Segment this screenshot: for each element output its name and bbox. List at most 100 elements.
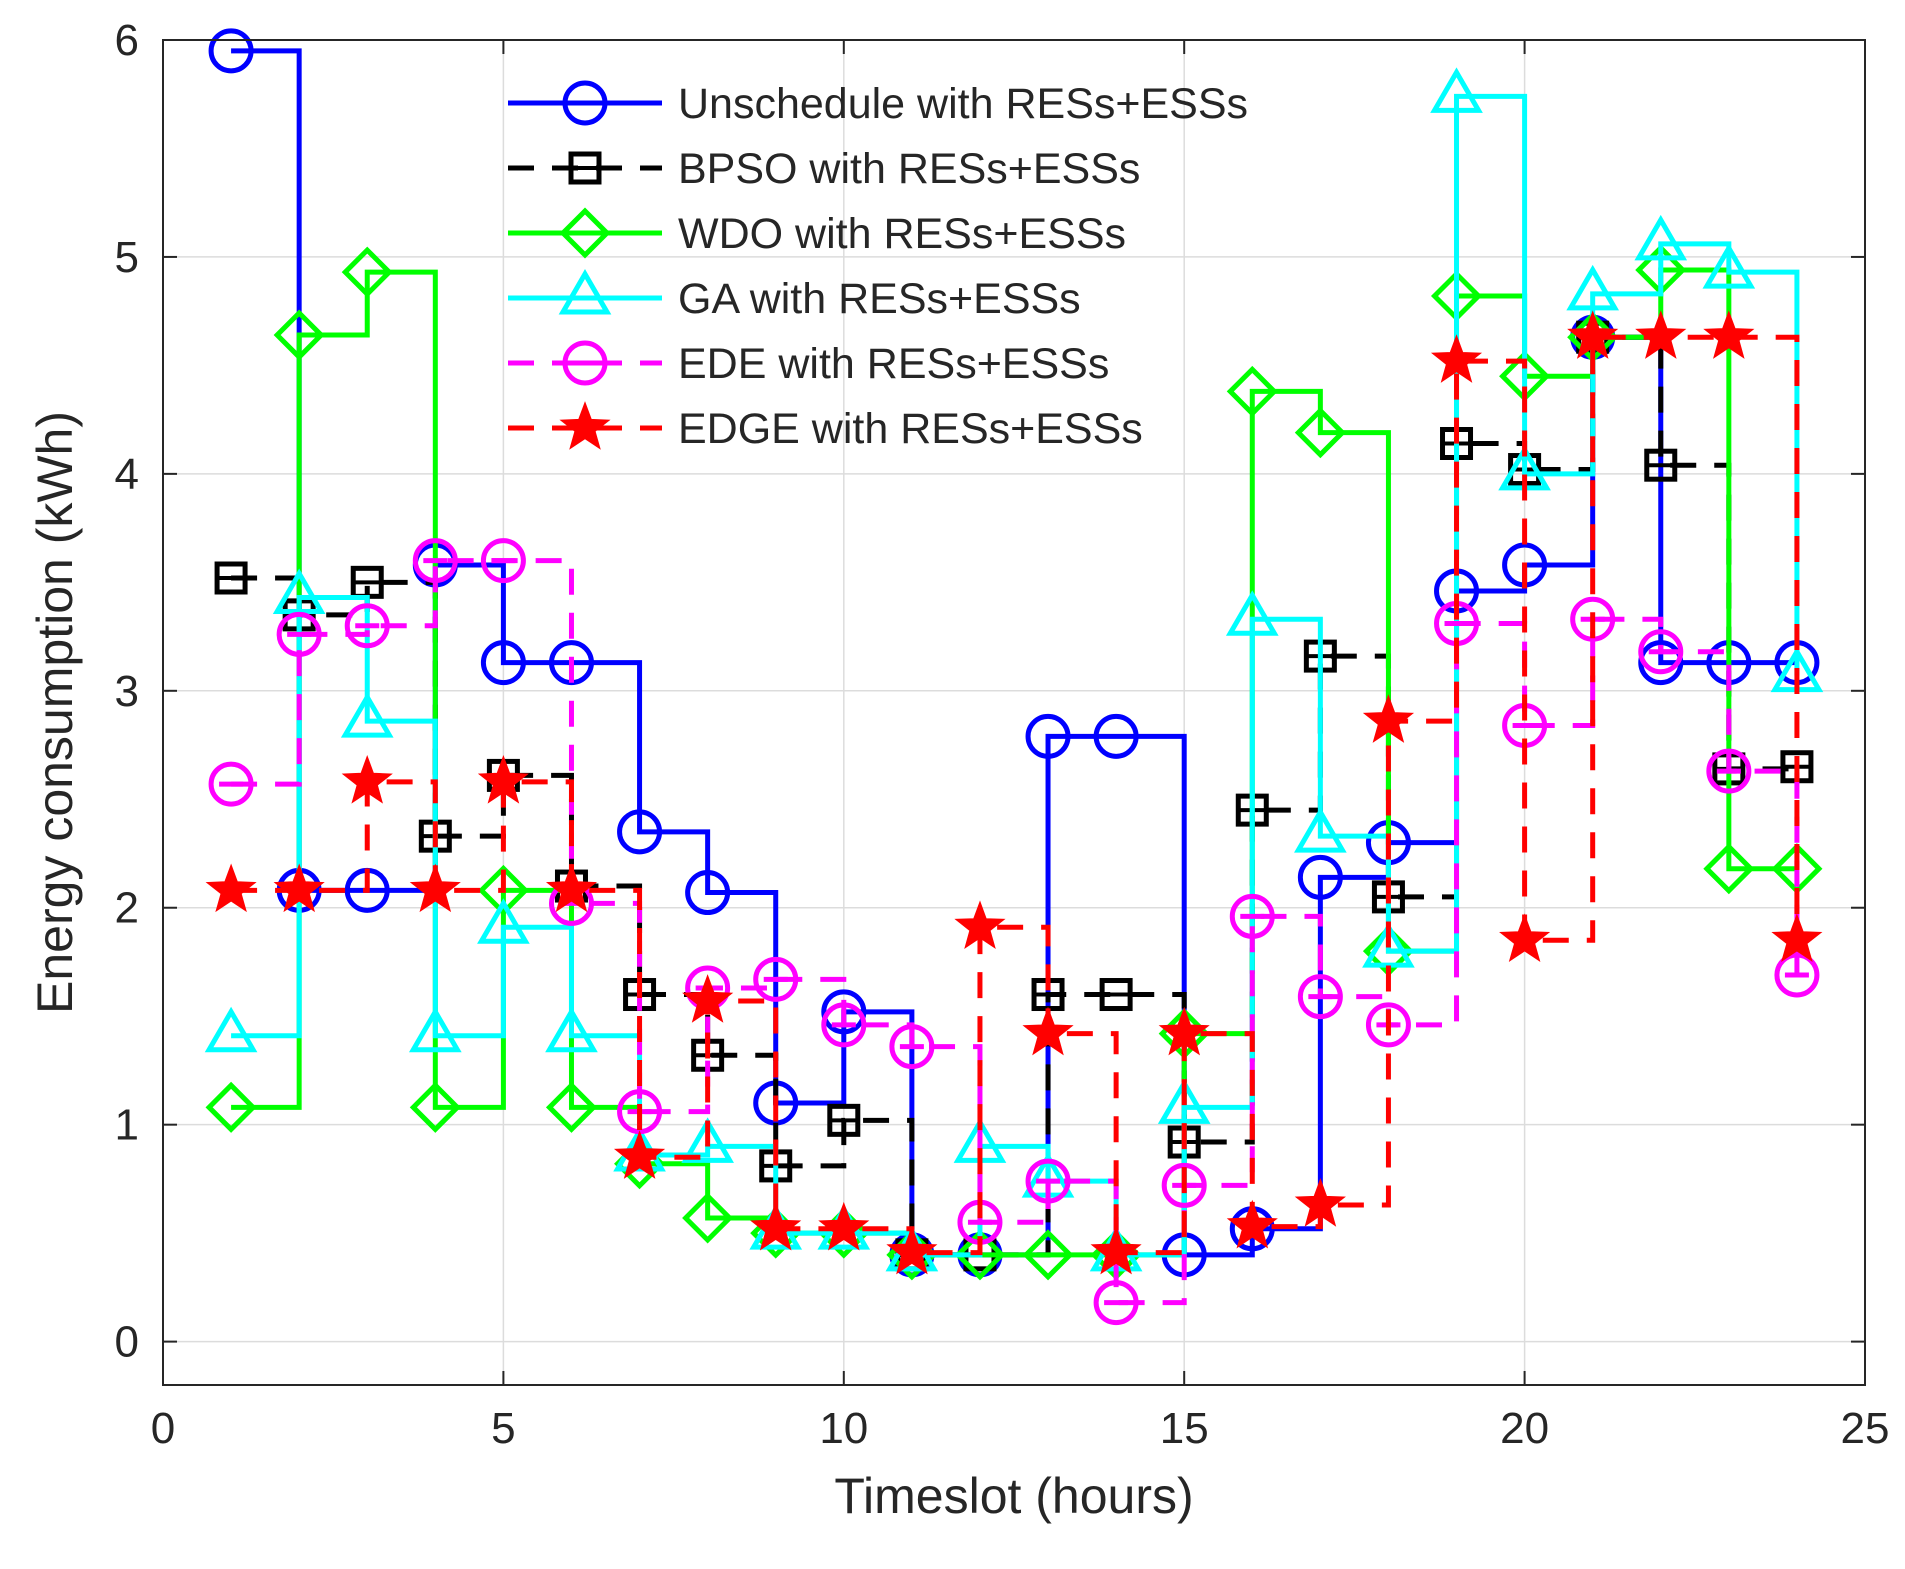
data-point bbox=[1362, 694, 1415, 743]
y-tick-label: 4 bbox=[115, 450, 139, 499]
legend-marker bbox=[559, 401, 611, 450]
data-point bbox=[954, 900, 1006, 950]
axis-ticks: 0 5 10 15 20 25 0 1 2 3 4 5 6 bbox=[115, 16, 1890, 1453]
data-point-ring bbox=[1638, 629, 1684, 675]
data-point bbox=[480, 640, 526, 686]
data-point-ring bbox=[1774, 952, 1820, 998]
data-point bbox=[1635, 310, 1687, 359]
data-point bbox=[1294, 807, 1347, 853]
y-tick-label: 3 bbox=[115, 667, 139, 716]
legend-entry: GA with RESs+ESSs bbox=[508, 269, 1081, 323]
data-point bbox=[412, 538, 458, 584]
data-point bbox=[1430, 67, 1483, 113]
data-point bbox=[1157, 1078, 1211, 1124]
legend-marker bbox=[562, 340, 608, 386]
data-point bbox=[205, 863, 257, 913]
data-point-ring bbox=[344, 603, 390, 649]
legend: Unschedule with RESs+ESSs BPSO with RESs+… bbox=[508, 80, 1248, 453]
data-point bbox=[886, 1225, 938, 1275]
data-point-ring bbox=[1365, 1002, 1411, 1048]
data-point bbox=[1090, 1225, 1142, 1275]
series-line bbox=[231, 267, 1797, 1258]
data-point bbox=[1706, 748, 1752, 794]
y-tick-label: 0 bbox=[115, 1318, 139, 1367]
x-axis-label: Timeslot (hours) bbox=[834, 1468, 1193, 1524]
legend-entry: Unschedule with RESs+ESSs bbox=[508, 80, 1248, 128]
data-point bbox=[818, 1201, 870, 1251]
data-point bbox=[480, 538, 526, 584]
data-point bbox=[545, 1006, 598, 1053]
data-point bbox=[1297, 974, 1343, 1020]
data-point bbox=[477, 755, 529, 804]
data-point-ring bbox=[753, 956, 799, 1002]
legend-marker bbox=[562, 80, 608, 126]
data-point bbox=[545, 863, 598, 913]
data-point bbox=[1025, 1158, 1071, 1204]
data-point-ring bbox=[208, 761, 254, 807]
data-point bbox=[1362, 922, 1415, 968]
data-point bbox=[205, 1081, 257, 1133]
series-line bbox=[231, 93, 1800, 1258]
data-point-ring bbox=[276, 611, 322, 657]
data-point bbox=[273, 863, 325, 913]
data-point-box bbox=[214, 561, 248, 595]
data-point bbox=[273, 309, 325, 361]
data-point-ring bbox=[412, 538, 458, 584]
data-point bbox=[341, 755, 393, 804]
data-point bbox=[685, 870, 731, 916]
legend-entry: BPSO with RESs+ESSs bbox=[508, 145, 1140, 193]
data-point bbox=[1229, 893, 1275, 939]
data-point-ring bbox=[480, 538, 526, 584]
data-point bbox=[1297, 854, 1343, 900]
data-point bbox=[1499, 913, 1551, 963]
legend-entry: EDGE with RESs+ESSs bbox=[508, 401, 1143, 453]
data-point-box bbox=[827, 1103, 861, 1137]
data-point-ring bbox=[1229, 893, 1275, 939]
legend-marker bbox=[568, 151, 602, 185]
x-tick-label: 20 bbox=[1500, 1404, 1549, 1453]
legend-marker-ring bbox=[562, 340, 608, 386]
data-point bbox=[1022, 1006, 1074, 1056]
data-point-ring bbox=[1093, 1280, 1139, 1326]
data-point-ring bbox=[1570, 596, 1616, 642]
data-point bbox=[613, 1130, 666, 1179]
data-point bbox=[1703, 843, 1755, 895]
data-point bbox=[208, 761, 254, 807]
data-point bbox=[1093, 1280, 1139, 1326]
legend-marker bbox=[558, 269, 612, 315]
y-tick-label: 2 bbox=[115, 884, 139, 933]
plot-background bbox=[163, 40, 1865, 1385]
data-point-ring bbox=[1706, 748, 1752, 794]
series-layer bbox=[204, 28, 1824, 1326]
data-point bbox=[1634, 214, 1688, 261]
data-point bbox=[276, 611, 322, 657]
data-point bbox=[1774, 952, 1820, 998]
y-tick-label: 1 bbox=[115, 1101, 139, 1150]
data-point bbox=[477, 898, 530, 944]
legend-label: WDO with RESs+ESSs bbox=[678, 210, 1126, 258]
legend-entry: EDE with RESs+ESSs bbox=[508, 340, 1109, 388]
legend-marker bbox=[559, 207, 611, 259]
data-point bbox=[208, 28, 254, 74]
legend-entry: WDO with RESs+ESSs bbox=[508, 207, 1126, 259]
data-point bbox=[408, 1006, 462, 1053]
x-tick-label: 0 bbox=[151, 1404, 175, 1453]
legend-label: GA with RESs+ESSs bbox=[678, 275, 1081, 323]
x-tick-label: 5 bbox=[491, 1404, 515, 1453]
legend-marker-box bbox=[568, 151, 602, 185]
data-point bbox=[340, 692, 394, 738]
data-point bbox=[1093, 713, 1139, 759]
data-point bbox=[1638, 629, 1684, 675]
data-point bbox=[1294, 407, 1346, 459]
data-point-box bbox=[1099, 978, 1133, 1012]
data-point bbox=[1294, 1177, 1346, 1227]
data-point bbox=[1022, 1229, 1074, 1281]
plot-frame bbox=[162, 39, 1866, 1386]
data-point bbox=[750, 1201, 802, 1251]
data-point-box bbox=[1644, 448, 1678, 482]
data-point bbox=[827, 1103, 861, 1137]
data-point bbox=[1567, 310, 1619, 359]
data-point bbox=[477, 864, 529, 916]
data-point bbox=[889, 1024, 935, 1070]
legend-label: EDE with RESs+ESSs bbox=[678, 340, 1109, 388]
